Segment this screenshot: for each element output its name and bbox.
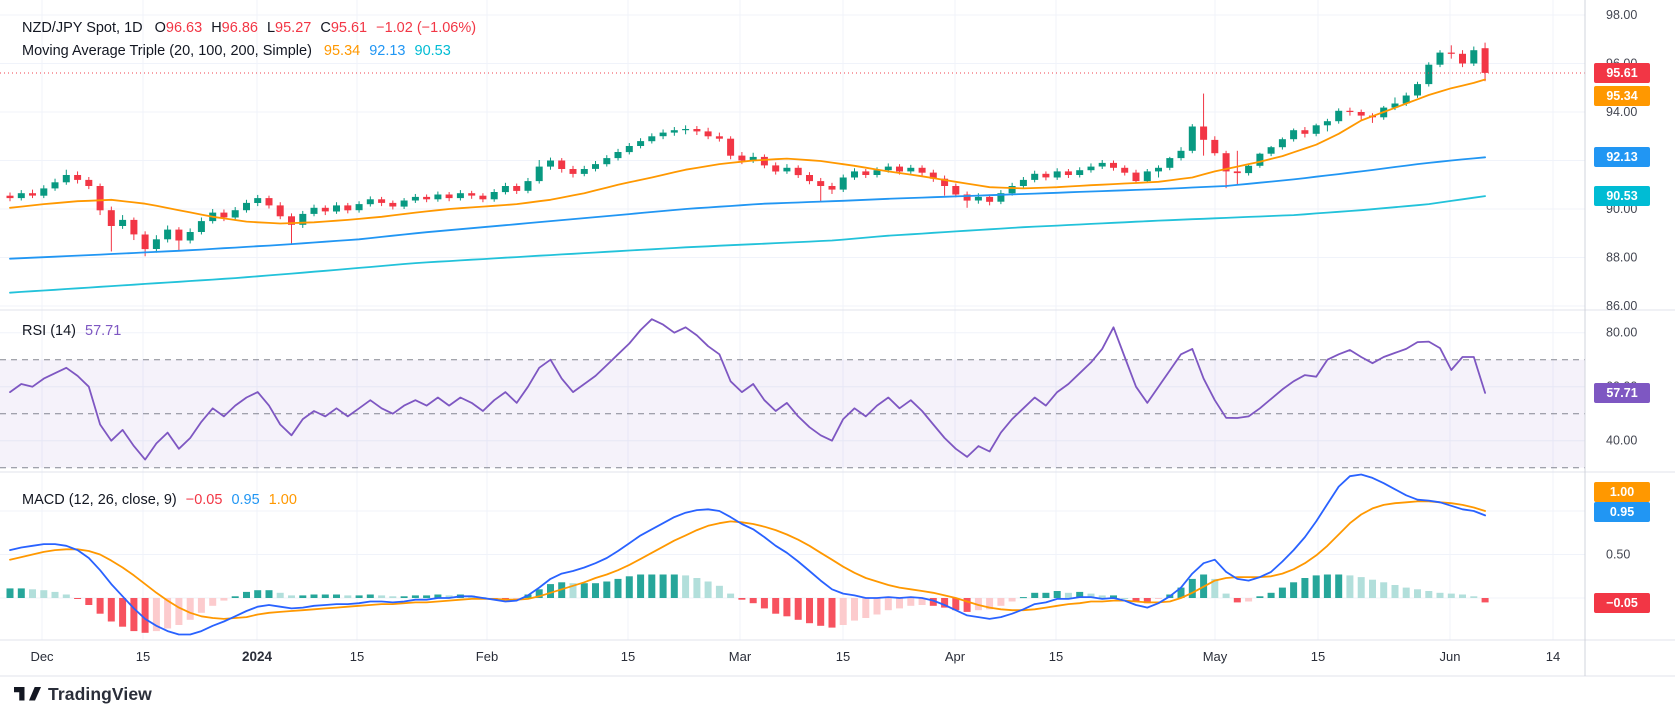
svg-text:86.00: 86.00 (1606, 299, 1637, 313)
tradingview-logo[interactable]: TradingView (14, 684, 152, 705)
svg-text:May: May (1203, 649, 1228, 664)
svg-text:15: 15 (350, 649, 364, 664)
change-value: −1.02 (−1.06%) (376, 20, 477, 36)
ma100-value: 92.13 (369, 43, 406, 59)
svg-text:Dec: Dec (30, 649, 54, 664)
macd-line-value: 0.95 (231, 492, 260, 508)
low-value: 95.27 (275, 20, 312, 36)
close-key: C (320, 20, 331, 36)
macd-hist-value: −0.05 (185, 492, 223, 508)
svg-text:15: 15 (1311, 649, 1325, 664)
svg-text:15: 15 (836, 649, 850, 664)
macd-legend-label[interactable]: MACD (12, 26, close, 9) (22, 492, 177, 508)
sma200-badge: 90.53 (1594, 186, 1650, 206)
svg-text:0.50: 0.50 (1606, 548, 1630, 562)
high-value: 96.86 (221, 20, 258, 36)
svg-text:Jun: Jun (1440, 649, 1461, 664)
svg-text:Mar: Mar (729, 649, 752, 664)
symbol-title[interactable]: NZD/JPY Spot, 1D (22, 20, 143, 36)
rsi-badge: 57.71 (1594, 383, 1650, 403)
svg-text:80.00: 80.00 (1606, 326, 1637, 340)
macd-signal-value: 1.00 (268, 492, 297, 508)
open-key: O (154, 20, 166, 36)
ma-legend-label[interactable]: Moving Average Triple (20, 100, 200, Sim… (22, 43, 312, 59)
svg-text:40.00: 40.00 (1606, 434, 1637, 448)
svg-text:Apr: Apr (945, 649, 966, 664)
ma200-value: 90.53 (414, 43, 451, 59)
svg-text:14: 14 (1546, 649, 1560, 664)
svg-text:15: 15 (1049, 649, 1063, 664)
macd-signal-badge: 1.00 (1594, 482, 1650, 502)
rsi-value: 57.71 (85, 323, 122, 339)
open-value: 96.63 (165, 20, 203, 36)
macd-legend[interactable]: MACD (12, 26, close, 9) −0.05 0.95 1.00 (22, 492, 306, 508)
svg-text:15: 15 (136, 649, 150, 664)
tradingview-brand-text: TradingView (48, 684, 152, 704)
tradingview-mark-icon (14, 684, 41, 705)
rsi-legend-label[interactable]: RSI (14) (22, 323, 76, 339)
svg-text:15: 15 (621, 649, 635, 664)
low-key: L (266, 20, 276, 36)
ma-legend[interactable]: Moving Average Triple (20, 100, 200, Sim… (22, 43, 460, 59)
svg-text:Feb: Feb (476, 649, 498, 664)
symbol-legend[interactable]: NZD/JPY Spot, 1D O96.63 H96.86 L95.27 C95.61… (22, 20, 485, 36)
time-scale-axis[interactable] (0, 640, 1675, 676)
sma20-badge: 95.34 (1594, 86, 1650, 106)
svg-text:94.00: 94.00 (1606, 105, 1637, 119)
svg-text:98.00: 98.00 (1606, 8, 1637, 22)
macd-hist-badge: −0.05 (1594, 593, 1650, 613)
macd-line-badge: 0.95 (1594, 502, 1650, 522)
sma100-badge: 92.13 (1594, 147, 1650, 167)
ma20-value: 95.34 (323, 43, 361, 59)
last-price-badge: 95.61 (1594, 63, 1650, 83)
svg-text:2024: 2024 (242, 649, 273, 664)
svg-text:88.00: 88.00 (1606, 251, 1637, 265)
close-value: 95.61 (330, 20, 368, 36)
high-key: H (211, 20, 222, 36)
rsi-legend[interactable]: RSI (14) 57.71 (22, 323, 130, 339)
